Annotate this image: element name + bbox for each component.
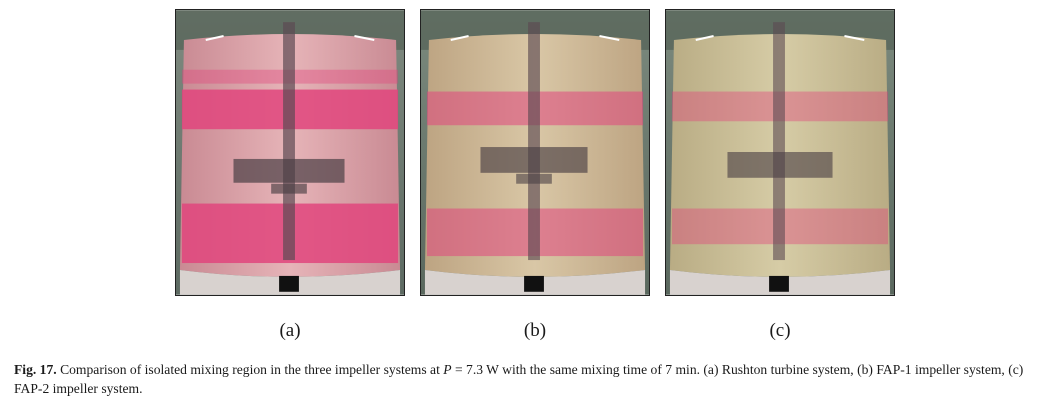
figure-caption: Fig. 17. Comparison of isolated mixing r… [14,360,1054,398]
subfigure-label-a: (a) [279,320,301,341]
photo-panel-a [175,9,405,296]
subfigure-label-c: (c) [769,320,791,341]
caption-text-2: = 7.3 W with the same mixing time of 7 m… [14,362,1024,396]
figure-number: Fig. 17. [14,362,57,377]
photo-panel-c [665,9,895,296]
tank-photo-c [666,10,894,295]
photo-panel-b [420,9,650,296]
subfigure-label-b: (b) [523,320,547,341]
caption-variable: P [443,362,452,377]
tank-photo-a [176,10,404,295]
caption-text-1: Comparison of isolated mixing region in … [56,362,444,377]
tank-photo-b [421,10,649,295]
